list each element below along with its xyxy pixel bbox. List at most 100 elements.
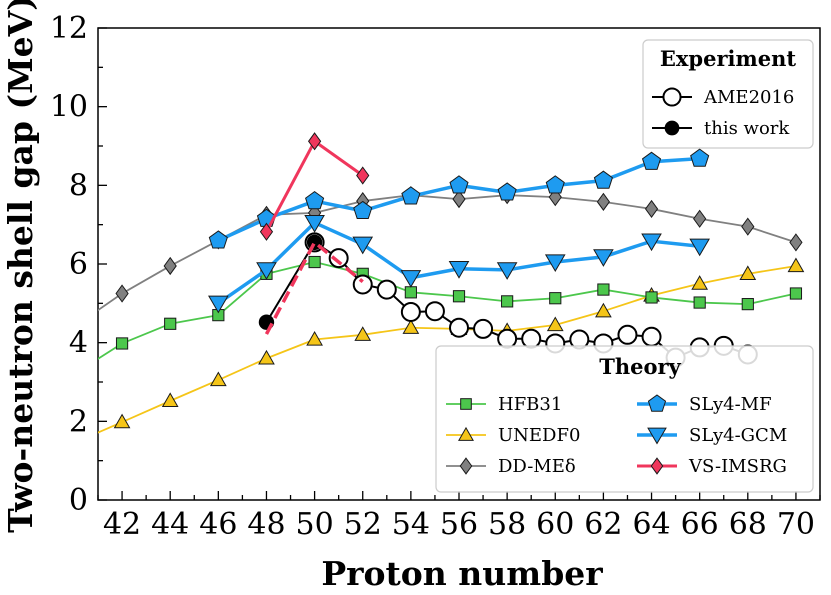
x-tick-label: 66	[681, 507, 719, 542]
data-point-hfb31	[741, 298, 754, 311]
data-point-ame2016	[617, 324, 638, 345]
data-point-unedf0	[787, 257, 805, 273]
data-point-unedf0	[354, 326, 372, 341]
y-tick-label: 0	[69, 483, 88, 518]
legend-label: AME2016	[703, 87, 794, 108]
x-tick-label: 50	[296, 507, 334, 542]
legend-entry-ame2016: AME2016	[652, 87, 794, 108]
data-point-unedf0	[546, 316, 564, 332]
legend-label: SLy4-GCM	[689, 425, 787, 446]
x-axis-title: Proton number	[321, 554, 603, 593]
data-point-hfb31	[115, 337, 129, 350]
x-tick-label: 52	[344, 507, 382, 542]
data-point-unedf0	[258, 349, 275, 365]
data-point-sly4-mf	[690, 148, 710, 167]
legend-label: SLy4-MF	[689, 394, 772, 415]
x-tick-label: 54	[392, 507, 430, 542]
x-tick-label: 58	[488, 507, 526, 542]
legend-label: HFB31	[498, 394, 562, 415]
data-point-sly4-mf	[497, 182, 517, 201]
data-point-sly4-gcm	[641, 233, 662, 252]
data-point-hfb31	[404, 286, 417, 299]
series-layer	[98, 132, 805, 434]
data-point-dd-me	[163, 256, 177, 276]
data-point-hfb31	[597, 283, 610, 296]
theory-legend-box	[435, 345, 814, 493]
y-tick-label: 2	[69, 404, 88, 439]
data-point-sly4-gcm	[448, 261, 470, 279]
legend-marker	[662, 87, 682, 107]
data-point-sly4-gcm	[689, 238, 710, 257]
data-point-dd-me	[452, 189, 466, 209]
legend-label: this work	[704, 118, 790, 139]
data-point-ame2016	[473, 318, 494, 339]
data-point-sly4-mf	[401, 186, 421, 205]
y-tick-label: 8	[69, 168, 88, 203]
theory-legend-title: Theory	[599, 354, 681, 379]
series-hfb31	[98, 255, 803, 360]
data-point-sly4-gcm	[400, 270, 422, 288]
series-line-unedf0	[98, 265, 797, 434]
data-point-ame2016	[328, 248, 349, 269]
series-ame2016	[304, 232, 758, 368]
data-point-hfb31	[501, 295, 514, 308]
y-tick-label: 4	[69, 326, 88, 361]
data-point-dd-me	[693, 209, 707, 228]
x-tick-label: 70	[777, 507, 815, 542]
data-point-ame2016	[400, 301, 421, 322]
data-point-sly4-gcm	[352, 236, 374, 255]
legend-entry-unedf0: UNEDF0	[446, 425, 580, 446]
x-tick-label: 62	[584, 507, 622, 542]
data-point-ame2016	[641, 326, 662, 347]
data-point-sly4-mf	[353, 200, 373, 220]
legend-label: VS-IMSRG	[688, 456, 787, 477]
data-point-hfb31	[789, 287, 803, 300]
data-point-unedf0	[402, 319, 420, 334]
experiment-legend-box	[642, 39, 814, 149]
theory-legend: Theory HFB31 UNEDF0 DD-MEδ SLy4-MF SLy4-GCM V…	[435, 345, 814, 493]
data-point-sly4-gcm	[544, 254, 566, 273]
y-axis-title: Two-neutron shell gap (MeV)	[1, 0, 40, 533]
legend-marker	[647, 427, 667, 445]
legend-marker	[458, 426, 474, 441]
data-point-unedf0	[739, 265, 757, 280]
series-line-this-work	[265, 241, 316, 323]
data-point-hfb31	[549, 292, 562, 305]
data-point-sly4-gcm	[593, 249, 614, 267]
legend-marker	[664, 120, 680, 136]
legend-entry-this-work: this work	[652, 118, 790, 139]
data-point-hfb31	[693, 296, 706, 309]
x-tick-label: 68	[729, 507, 767, 542]
series-sly4-gcm	[208, 215, 710, 314]
legend-label: DD-MEδ	[498, 456, 576, 477]
x-tick-label: 42	[103, 507, 141, 542]
legend-marker	[650, 457, 664, 475]
legend-label: UNEDF0	[498, 425, 580, 446]
series-sly4-mf	[208, 148, 710, 249]
x-axis-ticks: 42 44 46 48 50 52 54 56 58 60 62 64 66 68 70	[97, 491, 821, 542]
y-tick-label: 6	[69, 247, 88, 282]
series-line-hfb31	[98, 261, 797, 360]
legend-entry-hfb31: HFB31	[446, 394, 562, 415]
data-point-vs-imsrg	[356, 166, 370, 185]
legend-marker	[647, 394, 667, 412]
legend-entry-sly4-gcm: SLy4-GCM	[637, 425, 787, 446]
data-point-dd-me	[789, 233, 803, 252]
legend-marker	[459, 457, 473, 475]
data-point-sly4-mf	[593, 170, 613, 189]
data-point-ame2016	[376, 279, 397, 300]
data-point-vs-imsrg	[307, 132, 322, 151]
series-line-vs-imsrg-alt	[264, 240, 364, 335]
data-point-hfb31	[308, 255, 321, 269]
data-point-sly4-mf	[305, 190, 325, 210]
legend-entry-vs-imsrg: VS-IMSRG	[637, 456, 787, 477]
data-point-sly4-gcm	[208, 295, 229, 314]
data-point-ame2016	[521, 328, 542, 349]
data-point-sly4-mf	[208, 230, 228, 249]
data-point-unedf0	[161, 392, 179, 408]
x-tick-label: 46	[199, 507, 237, 542]
series-vs-imsrg-alt	[264, 240, 364, 335]
data-point-ame2016	[424, 301, 445, 322]
data-point-hfb31	[452, 290, 466, 303]
legend-entry-sly4-mf: SLy4-MF	[637, 394, 772, 415]
